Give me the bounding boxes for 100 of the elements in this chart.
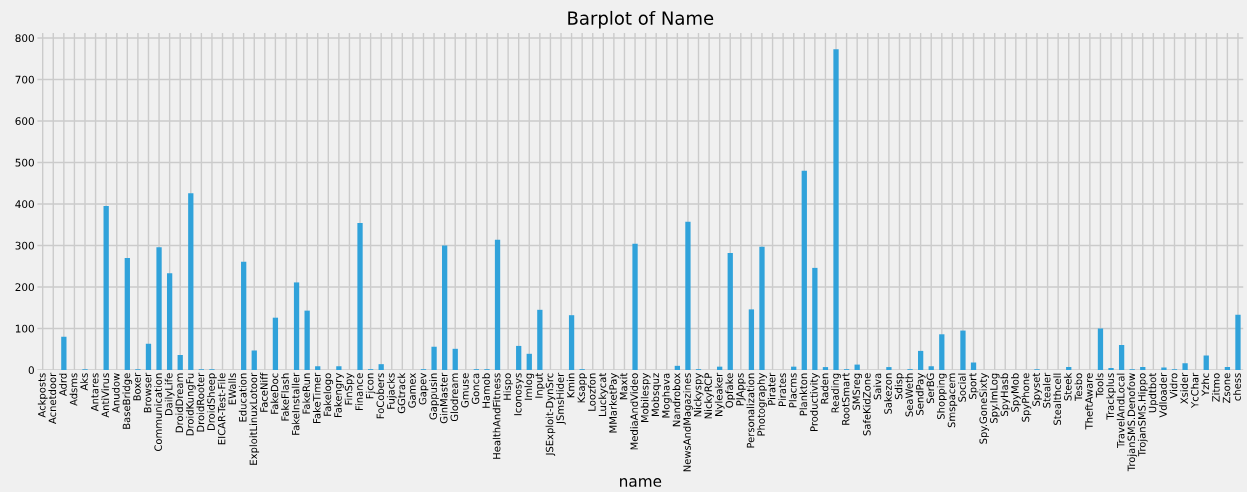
- x-tick-label: Ksapp: [577, 373, 587, 403]
- bar: [727, 252, 733, 370]
- x-tick-label: Glodream: [450, 373, 459, 422]
- x-tick-label: Pirates: [778, 373, 787, 406]
- bar: [1140, 367, 1146, 370]
- x-tick-label: Luckycat: [598, 373, 609, 416]
- bar: [336, 366, 342, 370]
- x-tick-label: Fjcon: [365, 373, 376, 399]
- bar: [494, 239, 501, 370]
- x-tick-label: Hispo: [503, 373, 513, 400]
- x-tick-label: Updtbot: [1148, 373, 1159, 413]
- x-tick-label: FoCobers: [376, 373, 385, 419]
- x-tick-label: Hamob: [482, 373, 490, 408]
- x-tick-label: Boxer: [133, 372, 141, 401]
- x-tick-label: FaceNiff: [259, 372, 268, 412]
- bar: [939, 334, 945, 370]
- x-tick-label: Adrd: [59, 373, 67, 396]
- x-axis-title: name: [620, 478, 662, 487]
- bar: [357, 223, 363, 370]
- x-tick-label: SeaWeth: [905, 373, 913, 417]
- x-tick-label: Imlog: [524, 373, 535, 400]
- bar: [103, 206, 109, 370]
- x-tick-label: Placms: [788, 373, 797, 408]
- x-tick-label: Shopping: [936, 373, 947, 420]
- x-tick-label: Raden: [820, 373, 829, 404]
- x-tick-label: TravelAndLocal: [1116, 373, 1125, 448]
- bar: [759, 246, 765, 370]
- x-tick-label: Sport: [968, 373, 979, 399]
- x-tick-label: chess: [1233, 373, 1241, 401]
- x-tick-label: FinSpy: [344, 373, 355, 405]
- x-tick-label: NickyRCP: [704, 373, 714, 419]
- bar: [960, 330, 966, 370]
- x-tick-label: TrojanSMS.Denofow: [1127, 373, 1138, 472]
- x-tick-label: ExploitLinuxLotoor: [249, 372, 260, 465]
- x-tick-label: Stealthcell: [1053, 373, 1062, 425]
- bar: [293, 282, 300, 370]
- x-tick-label: Plankton: [799, 373, 808, 416]
- x-tick-label: Vidro: [1169, 373, 1178, 399]
- bar: [928, 366, 934, 370]
- x-tick-label: SMSreg: [852, 373, 863, 410]
- bar: [1203, 355, 1209, 370]
- x-tick-label: MMarketPay: [609, 373, 619, 433]
- x-tick-label: Gapev: [418, 373, 429, 405]
- bar: [431, 346, 437, 370]
- x-tick-label: DailyLife: [164, 373, 175, 416]
- bar: [188, 193, 194, 370]
- x-tick-label: HealthAndFitness: [492, 373, 501, 459]
- x-tick-label: Ackposts: [37, 373, 48, 418]
- bar: [822, 367, 829, 370]
- x-tick-label: FakeTimer: [312, 372, 321, 423]
- bar: [304, 310, 310, 370]
- x-tick-label: Sakezon: [884, 373, 892, 414]
- x-tick-label: Opfake: [725, 373, 736, 408]
- x-tick-label: Education: [238, 373, 247, 422]
- x-tick-label: Loozfon: [587, 373, 596, 411]
- x-tick-label: Spyset: [1032, 373, 1042, 406]
- x-tick-label: JSmsHider: [556, 372, 566, 425]
- y-tick-label: 700: [15, 75, 34, 84]
- bar: [1161, 367, 1167, 370]
- bar: [145, 343, 152, 370]
- bar: [452, 348, 458, 370]
- x-tick-label: Photography: [757, 373, 767, 436]
- x-tick-label: Nandrobox: [672, 373, 681, 427]
- x-tick-label: Personalization: [746, 373, 755, 448]
- x-tick-label: Pirater: [767, 372, 776, 405]
- x-tick-label: Steek: [1063, 372, 1072, 401]
- x-tick-label: DroidKungFu: [185, 373, 196, 436]
- bar: [516, 345, 522, 370]
- x-tick-label: Xsider: [1180, 372, 1188, 404]
- x-tick-label: Mobilespy: [640, 373, 651, 423]
- x-tick-label: Antares: [91, 373, 99, 412]
- bar: [833, 49, 839, 370]
- x-tick-label: FakeFlash: [281, 373, 289, 421]
- x-tick-label: Browser: [143, 372, 152, 413]
- x-tick-label: FakeRun: [302, 373, 311, 414]
- y-tick-label: 400: [15, 200, 34, 209]
- x-tick-label: FakeInstaller: [291, 372, 300, 435]
- x-tick-label: SpyMob: [1011, 373, 1021, 412]
- y-tick-label: 200: [15, 283, 34, 292]
- bar: [537, 309, 543, 370]
- x-tick-label: SendPay: [915, 373, 926, 415]
- x-tick-label: Sdisp: [894, 373, 905, 400]
- bar: [241, 261, 247, 370]
- x-tick-label: Fakelogo: [323, 373, 334, 416]
- x-tick-label: SpyPhone: [1021, 373, 1032, 422]
- bar: [1108, 367, 1114, 370]
- x-tick-label: SpyHasb: [1000, 373, 1011, 416]
- x-tick-label: JSExploit-DynSrc: [545, 373, 556, 457]
- x-tick-label: GGtrack: [397, 372, 406, 414]
- x-tick-label: Maxit: [619, 373, 628, 400]
- x-tick-label: SafeKidZone: [862, 373, 871, 436]
- chart-title: Barplot of Name: [568, 10, 714, 29]
- x-tick-label: EICAR-Test-File: [217, 373, 226, 445]
- bar: [526, 353, 532, 370]
- x-tick-label: Gonca: [471, 373, 480, 405]
- x-tick-label: PJApps: [736, 373, 746, 406]
- x-tick-label: Yzhc: [1201, 373, 1210, 396]
- x-tick-label: Finance: [355, 373, 363, 411]
- bar: [166, 273, 173, 370]
- y-tick-label: 800: [15, 34, 34, 43]
